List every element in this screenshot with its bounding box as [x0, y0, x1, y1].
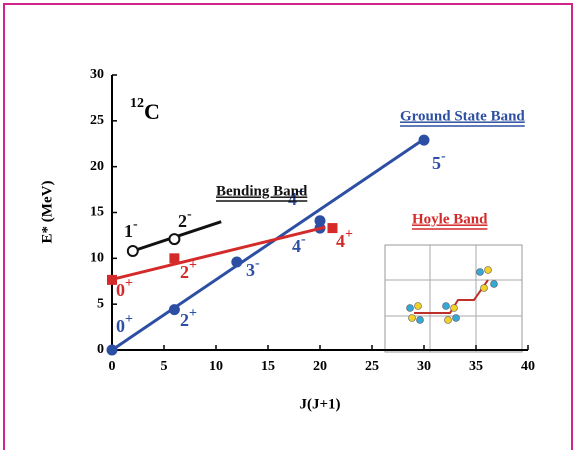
x-tick-label: 25 — [365, 359, 379, 374]
y-tick-label: 20 — [90, 159, 104, 174]
point-label: 2- — [178, 207, 192, 231]
parity: - — [301, 232, 306, 247]
y-tick-label: 5 — [97, 296, 104, 311]
y-tick-label: 25 — [90, 113, 104, 128]
parity: - — [441, 149, 446, 164]
spin: 4 — [336, 231, 345, 251]
point — [106, 344, 118, 356]
spin: 5 — [432, 153, 441, 173]
y-tick-label: 15 — [90, 205, 104, 220]
x-tick-label: 20 — [313, 359, 327, 374]
point — [231, 256, 243, 268]
spin: 2 — [180, 310, 189, 330]
point — [126, 245, 139, 257]
parity: - — [187, 207, 192, 222]
spin: 3 — [246, 260, 255, 280]
y-tick-label: 0 — [97, 342, 104, 357]
x-tick-label: 40 — [521, 359, 535, 374]
title-mass: 12 — [130, 96, 144, 111]
inset — [384, 244, 523, 353]
parity: + — [345, 227, 353, 242]
series-name: Ground State Band — [400, 108, 525, 124]
point-label: 2+ — [180, 258, 197, 282]
parity: - — [255, 256, 260, 271]
x-tick-label: 30 — [417, 359, 431, 374]
parity: + — [125, 276, 133, 291]
point — [169, 253, 180, 264]
x-tick-label: 15 — [261, 359, 275, 374]
point-label: 0+ — [116, 312, 133, 336]
point-label: 5- — [432, 149, 446, 173]
spin: 0 — [116, 280, 125, 300]
series-name: Hoyle Band — [412, 211, 488, 227]
y-tick-label: 10 — [90, 251, 104, 266]
x-tick-label: 5 — [161, 359, 168, 374]
point-label: 2+ — [180, 306, 197, 330]
point — [168, 233, 181, 246]
title-element: C — [144, 99, 160, 124]
point-label: 0+ — [116, 276, 133, 300]
x-tick-label: 10 — [209, 359, 223, 374]
x-axis-label: J(J+1) — [299, 396, 340, 412]
series-name: Bending Band — [216, 183, 308, 199]
point-label: 1- — [124, 217, 138, 241]
point-label: 4- — [292, 232, 306, 256]
point — [168, 304, 180, 316]
fit-line — [111, 225, 326, 281]
spin: 2 — [178, 211, 187, 231]
point-label: 4+ — [336, 227, 353, 251]
chart-title: 12C — [130, 96, 160, 124]
point — [327, 223, 338, 234]
point-label: 3- — [246, 256, 260, 280]
point-label: 4+ — [288, 185, 305, 209]
point — [418, 134, 430, 146]
y-axis-label: E* (MeV) — [39, 181, 55, 244]
parity: + — [297, 185, 305, 200]
x-tick-label: 35 — [469, 359, 483, 374]
parity: + — [189, 306, 197, 321]
spin: 4 — [292, 236, 301, 256]
spin: 0 — [116, 316, 125, 336]
spin: 1 — [124, 221, 133, 241]
parity: + — [125, 312, 133, 327]
point — [107, 274, 117, 285]
spin: 2 — [180, 262, 189, 282]
parity: + — [189, 258, 197, 273]
frame — [3, 3, 573, 450]
y-tick-label: 30 — [90, 67, 104, 82]
fit-line — [111, 137, 425, 352]
x-tick-label: 0 — [109, 359, 116, 374]
spin: 4 — [288, 189, 297, 209]
parity: - — [133, 217, 138, 232]
